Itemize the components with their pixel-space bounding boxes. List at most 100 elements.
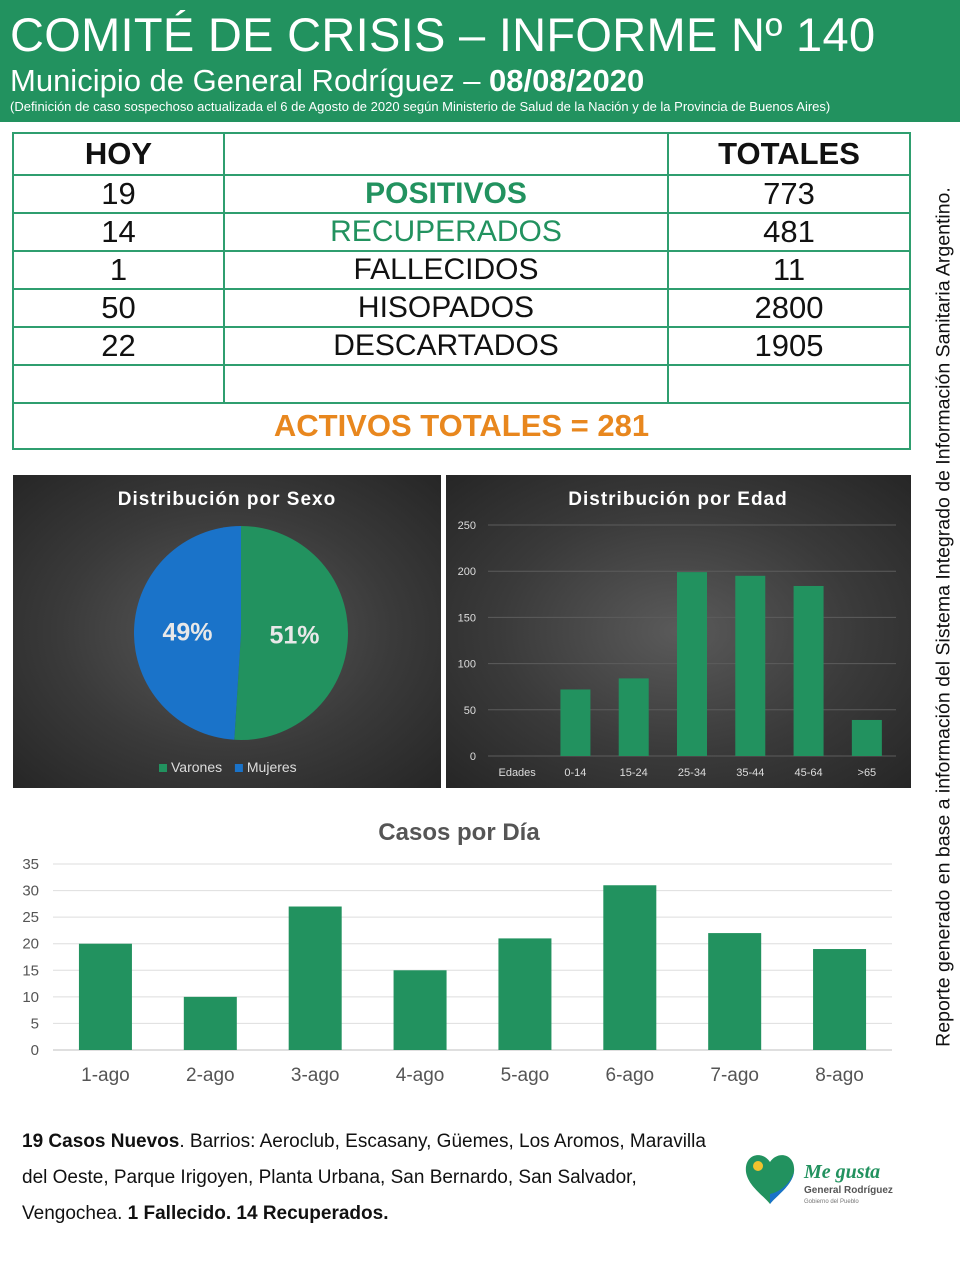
total-value: 481 (667, 212, 911, 252)
empty-cell (12, 364, 225, 404)
row-label: DESCARTADOS (223, 326, 669, 366)
x-tick-label: >65 (858, 767, 877, 779)
summary-row-fallecidos: 1 FALLECIDOS 11 (12, 250, 911, 290)
bar-35-44 (735, 575, 766, 756)
y-tick-label: 250 (458, 520, 476, 532)
x-tick-label: Edades (498, 767, 536, 779)
total-value: 773 (667, 174, 911, 214)
empty-cell (223, 364, 669, 404)
bar-3-ago (288, 906, 342, 1050)
legend-label-varones: Varones (171, 759, 222, 775)
logo-text-main: Me gusta (803, 1161, 880, 1183)
y-tick-label: 0 (470, 751, 476, 763)
chart-title: Distribución por Sexo (118, 489, 336, 510)
bar-45-64 (793, 585, 824, 756)
row-label: FALLECIDOS (223, 250, 669, 290)
x-tick-label: 7-ago (710, 1065, 759, 1086)
summary-row-empty (12, 364, 911, 404)
source-note: Reporte generado en base a información d… (932, 187, 955, 1047)
neighborhoods-text: . Barrios: Aeroclub, Escasany, Güemes, L… (22, 1131, 706, 1224)
bar-4-ago (393, 970, 447, 1050)
col-totals-header: TOTALES (667, 132, 911, 176)
definition-note: (Definición de caso sospechoso actualiza… (10, 99, 831, 114)
y-tick-label: 150 (458, 612, 476, 624)
x-tick-label: 3-ago (291, 1065, 340, 1086)
legend-swatch (159, 764, 167, 772)
today-value: 14 (12, 212, 225, 252)
x-tick-label: 25-34 (678, 767, 706, 779)
today-value: 50 (12, 288, 225, 328)
summary-row-activos: ACTIVOS TOTALES = 281 (12, 402, 911, 450)
x-tick-label: 45-64 (795, 767, 823, 779)
col-today-header: HOY (12, 132, 225, 176)
bar-2-ago (183, 996, 237, 1050)
row-label: RECUPERADOS (223, 212, 669, 252)
bar-25-34 (677, 572, 707, 756)
total-value: 11 (667, 250, 911, 290)
daily-summary-text: 19 Casos Nuevos. Barrios: Aeroclub, Esca… (22, 1124, 722, 1232)
pie-value-label: 49% (163, 618, 213, 646)
x-tick-label: 2-ago (186, 1065, 235, 1086)
summary-row-positivos: 19 POSITIVOS 773 (12, 174, 911, 214)
pie-slice-varones (234, 526, 349, 740)
summary-row-hisopados: 50 HISOPADOS 2800 (12, 288, 911, 328)
bar-15-24 (618, 678, 649, 756)
report-header: COMITÉ DE CRISIS – INFORME Nº 140 Munici… (0, 0, 960, 122)
today-value: 22 (12, 326, 225, 366)
x-tick-label: 8-ago (815, 1065, 864, 1086)
y-tick-label: 25 (22, 909, 39, 926)
row-label: HISOPADOS (223, 288, 669, 328)
report-subtitle: Municipio de General Rodríguez – 08/08/2… (10, 62, 644, 100)
row-label: POSITIVOS (223, 174, 669, 214)
y-tick-label: 5 (31, 1015, 39, 1032)
bar-6-ago (603, 885, 657, 1050)
x-tick-label: 6-ago (606, 1065, 655, 1086)
y-tick-label: 30 (22, 883, 39, 900)
daily-cases-chart: Casos por Día 0 5 10 15 20 25 30 35 1-ago 2-ago 3-a… (22, 819, 892, 1086)
logo-text-tagline: Gobierno del Pueblo (804, 1199, 859, 1205)
chart-title: Casos por Día (378, 819, 540, 846)
y-tick-label: 100 (458, 659, 476, 671)
municipality-logo: Me gusta General Rodríguez Gobierno del … (745, 1155, 893, 1205)
y-tick-label: 0 (31, 1042, 39, 1059)
x-tick-label: 4-ago (396, 1065, 445, 1086)
bar-7-ago (708, 933, 762, 1050)
municipality-label: Municipio de General Rodríguez – (10, 63, 490, 98)
x-tick-label: 15-24 (620, 767, 648, 779)
empty-cell (667, 364, 911, 404)
today-value: 19 (12, 174, 225, 214)
active-total: ACTIVOS TOTALES = 281 (12, 402, 911, 450)
sex-pie-chart: Distribución por Sexo 51% 49% Varones Mujere… (118, 489, 349, 775)
pie-value-label: 51% (269, 622, 319, 650)
report-title: COMITÉ DE CRISIS – INFORME Nº 140 (10, 8, 876, 61)
summary-header-row: HOY TOTALES (12, 132, 911, 176)
y-tick-label: 10 (22, 989, 39, 1006)
y-tick-label: 15 (22, 962, 39, 979)
chart-title: Distribución por Edad (568, 489, 787, 510)
x-tick-label: 5-ago (501, 1065, 550, 1086)
report-date: 08/08/2020 (489, 63, 645, 98)
total-value: 2800 (667, 288, 911, 328)
col-label-header (223, 132, 669, 176)
sex-distribution-panel: Distribución por Sexo 51% 49% Varones Mujere… (13, 475, 441, 788)
x-tick-label: 0-14 (564, 767, 586, 779)
new-cases-label: 19 Casos Nuevos (22, 1131, 180, 1152)
today-value: 1 (12, 250, 225, 290)
legend-label-mujeres: Mujeres (247, 759, 297, 775)
pie-slice-mujeres (134, 526, 241, 740)
bar-5-ago (498, 938, 552, 1050)
logo-text-sub: General Rodríguez (804, 1185, 893, 1196)
age-distribution-panel: Distribución por Edad 0 50 100 150 200 250 Edad… (446, 475, 911, 788)
heart-logo-accent-icon (770, 1172, 794, 1204)
bar->65 (851, 719, 882, 756)
y-tick-label: 200 (458, 566, 476, 578)
y-tick-label: 50 (464, 705, 476, 717)
summary-row-recuperados: 14 RECUPERADOS 481 (12, 212, 911, 252)
deaths-recovered-label: 1 Fallecido. 14 Recuperados. (127, 1203, 389, 1224)
x-tick-label: 1-ago (81, 1065, 130, 1086)
bar-8-ago (813, 949, 867, 1050)
heart-logo-dot-icon (753, 1161, 763, 1171)
bar-0-14 (560, 689, 591, 756)
y-tick-label: 20 (22, 936, 39, 953)
bar-1-ago (78, 943, 132, 1050)
